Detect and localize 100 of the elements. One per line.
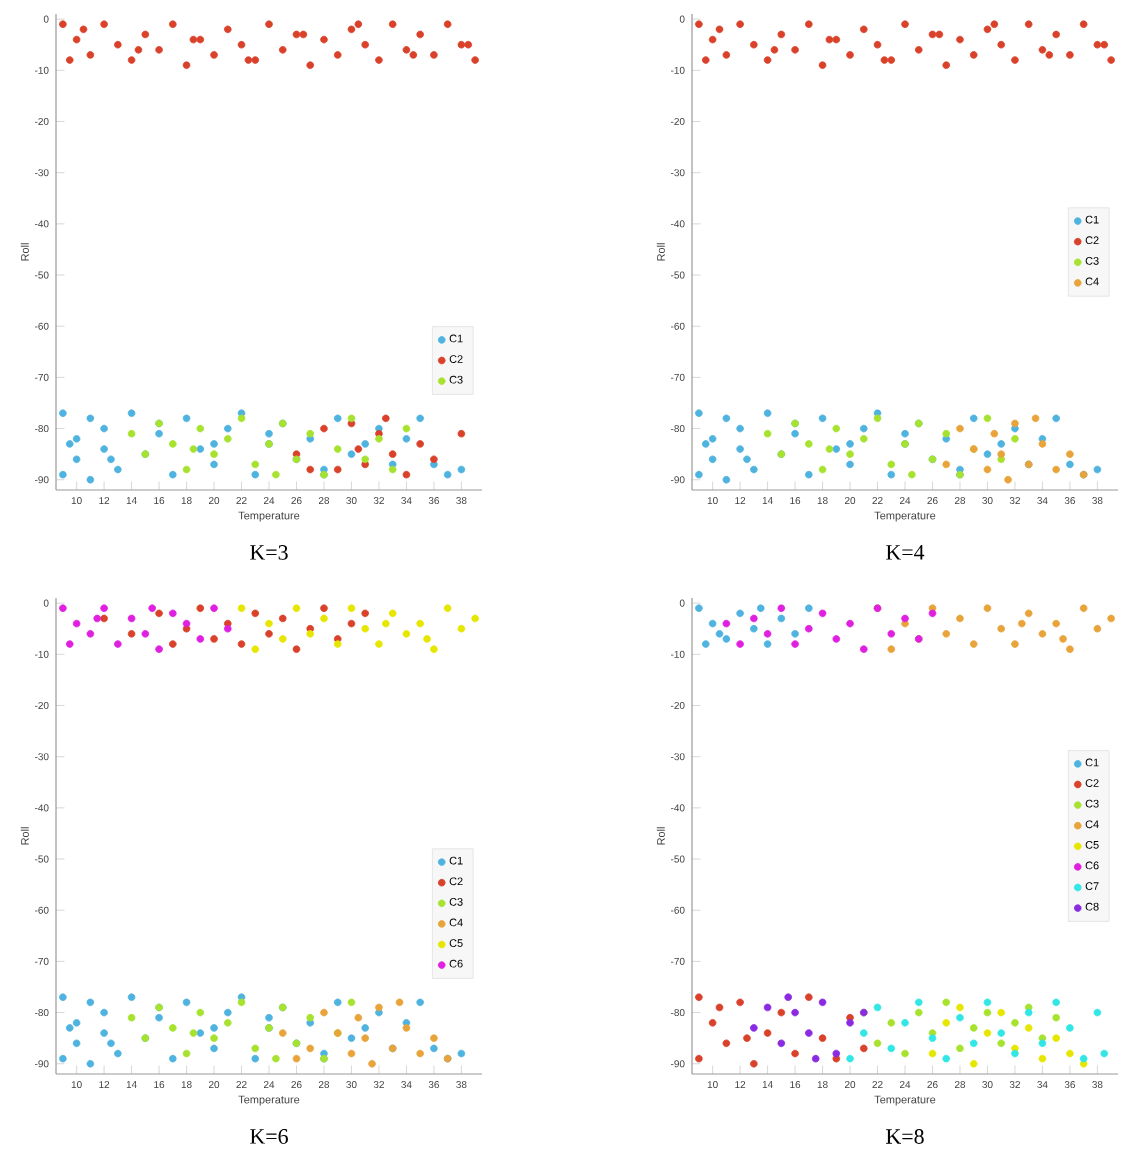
point: [736, 998, 744, 1007]
point: [347, 450, 356, 458]
point: [1079, 1054, 1088, 1063]
point: [1038, 1039, 1047, 1048]
point: [695, 1054, 703, 1063]
point: [127, 56, 136, 64]
point: [299, 30, 308, 39]
point: [347, 619, 356, 628]
point: [763, 429, 772, 438]
point: [210, 1044, 218, 1053]
point: [846, 1054, 854, 1063]
point: [333, 414, 342, 423]
point: [155, 609, 163, 618]
point: [887, 460, 896, 469]
point: [1052, 1013, 1060, 1022]
point: [805, 470, 813, 479]
point: [402, 46, 411, 54]
point: [887, 1019, 896, 1027]
point: [901, 1019, 909, 1027]
point: [873, 1003, 882, 1012]
point: [860, 1029, 868, 1037]
point: [791, 1008, 799, 1017]
point: [457, 429, 466, 438]
point: [416, 1049, 424, 1058]
point: [320, 614, 328, 623]
point: [722, 635, 731, 643]
point: [708, 435, 717, 443]
point: [430, 1034, 438, 1042]
point: [361, 609, 369, 618]
point: [347, 604, 356, 613]
point: [210, 1024, 218, 1032]
point: [1011, 419, 1019, 428]
point: [777, 604, 786, 613]
point: [1052, 998, 1060, 1007]
point: [983, 1029, 992, 1037]
point: [265, 20, 273, 29]
point: [272, 1054, 280, 1063]
point: [805, 993, 813, 1002]
point: [251, 460, 260, 469]
point: [791, 429, 799, 438]
text: K=6: [250, 1129, 288, 1144]
point: [416, 998, 424, 1007]
point: [1100, 1049, 1109, 1058]
point: [223, 435, 232, 443]
point: [409, 51, 418, 59]
point: [251, 470, 260, 479]
point: [72, 1019, 81, 1027]
point: [382, 619, 390, 628]
point: [189, 1029, 198, 1037]
point: [361, 40, 369, 49]
point: [860, 645, 868, 653]
point: [1052, 465, 1060, 474]
point: [1066, 1024, 1074, 1032]
point: [65, 1024, 74, 1032]
point: [695, 604, 703, 613]
point: [818, 465, 827, 474]
point: [736, 640, 744, 648]
point: [471, 614, 479, 623]
point: [763, 1003, 772, 1012]
point: [860, 435, 868, 443]
point: [361, 624, 369, 633]
point: [457, 465, 466, 474]
point: [750, 614, 758, 623]
point: [182, 465, 191, 474]
point: [72, 35, 81, 44]
point: [223, 25, 232, 34]
point: [388, 20, 397, 29]
point: [107, 455, 115, 464]
point: [1024, 1024, 1033, 1032]
point: [134, 46, 143, 54]
point: [457, 624, 466, 633]
point: [402, 470, 411, 479]
point: [347, 998, 356, 1007]
point: [210, 450, 218, 458]
point: [1066, 1049, 1074, 1058]
point: [237, 40, 246, 49]
point: [1079, 20, 1088, 29]
point: [272, 470, 280, 479]
point: [860, 424, 868, 433]
point: [736, 20, 744, 29]
point: [880, 56, 889, 64]
point: [182, 414, 191, 423]
point: [791, 630, 799, 638]
point: [784, 993, 792, 1002]
point: [210, 635, 218, 643]
point: [402, 1024, 411, 1032]
point: [750, 624, 758, 633]
point: [983, 1008, 992, 1017]
point: [189, 445, 198, 453]
point: [169, 20, 177, 29]
point: [100, 1008, 108, 1017]
point: [86, 51, 95, 59]
point: [997, 1029, 1005, 1037]
point: [196, 1029, 205, 1037]
point: [169, 1024, 177, 1032]
point: [887, 56, 896, 64]
point: [155, 46, 163, 54]
point: [244, 56, 253, 64]
point: [1100, 40, 1109, 49]
point: [860, 1044, 868, 1053]
